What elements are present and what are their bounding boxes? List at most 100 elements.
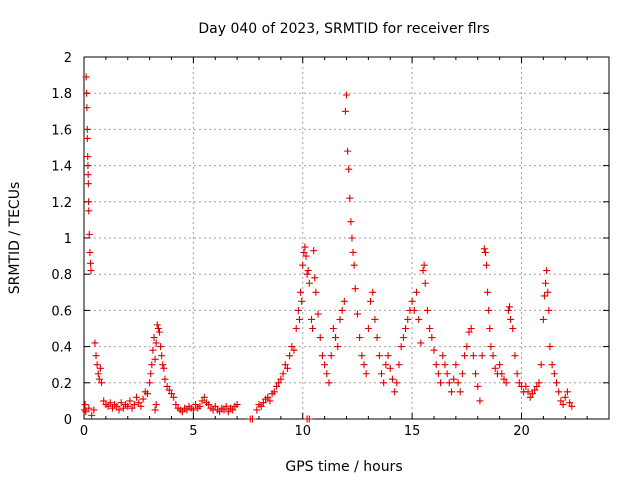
data-point: [198, 397, 206, 405]
data-point: [137, 402, 145, 410]
data-point: [178, 408, 186, 416]
data-point: [310, 247, 318, 255]
data-point: [311, 274, 319, 282]
data-point: [205, 401, 213, 409]
data-point: [500, 375, 508, 383]
data-point: [539, 315, 547, 323]
data-point: [104, 402, 112, 410]
data-point: [222, 402, 230, 410]
data-point: [87, 259, 95, 267]
data-point: [297, 288, 305, 296]
data-point: [135, 399, 143, 407]
data-point: [170, 393, 178, 401]
data-point: [344, 147, 352, 155]
data-point: [417, 339, 425, 347]
data-point: [450, 375, 458, 383]
data-point: [153, 321, 161, 329]
data-point: [168, 390, 175, 398]
data-point: [200, 393, 208, 401]
data-points: [80, 73, 576, 423]
data-point: [498, 370, 506, 378]
data-point: [441, 361, 449, 369]
data-point: [100, 397, 108, 405]
data-point: [491, 364, 499, 372]
data-point: [98, 379, 105, 387]
data-point: [388, 375, 396, 383]
data-point: [308, 315, 315, 323]
data-point: [347, 218, 355, 226]
data-point: [314, 310, 322, 318]
data-point: [553, 379, 560, 387]
data-point: [336, 315, 344, 323]
data-point: [119, 404, 127, 412]
data-point: [108, 404, 116, 412]
data-point: [371, 315, 379, 323]
data-point: [559, 401, 567, 409]
data-point: [196, 402, 204, 410]
data-point: [300, 248, 308, 256]
data-point: [152, 339, 160, 347]
data-point: [148, 361, 156, 369]
data-point: [507, 315, 515, 323]
data-point: [288, 343, 296, 351]
data-point: [350, 261, 358, 269]
data-point: [546, 343, 554, 351]
data-point: [275, 379, 283, 387]
data-point: [487, 343, 495, 351]
data-point: [94, 370, 102, 378]
data-point: [481, 248, 489, 256]
data-point: [423, 306, 431, 314]
data-point: [384, 352, 392, 360]
data-point: [150, 334, 158, 342]
data-point: [545, 306, 553, 314]
data-point: [92, 352, 100, 360]
data-point: [485, 306, 493, 314]
y-tick-label: 2: [64, 51, 72, 66]
data-point: [151, 355, 159, 363]
data-point: [513, 370, 521, 378]
x-axis-label: GPS time / hours: [285, 459, 402, 475]
data-point: [147, 370, 155, 378]
data-point: [130, 401, 138, 409]
data-point: [312, 288, 320, 296]
x-tick-label: 20: [513, 424, 530, 439]
y-tick-label: 0.4: [51, 341, 72, 356]
data-point: [305, 415, 313, 423]
data-point: [563, 388, 571, 396]
data-point: [160, 364, 168, 372]
data-point: [139, 395, 147, 403]
data-point: [270, 388, 278, 396]
data-point: [373, 334, 381, 342]
data-point: [158, 352, 166, 360]
data-point: [380, 379, 388, 387]
data-point: [467, 325, 475, 332]
data-point: [84, 162, 92, 170]
data-point: [327, 352, 335, 360]
data-point: [483, 261, 490, 269]
data-point: [96, 364, 104, 372]
data-point: [81, 401, 89, 409]
data-point: [154, 325, 162, 332]
data-point: [448, 388, 455, 396]
data-point: [502, 379, 510, 387]
data-point: [515, 379, 523, 387]
data-point: [404, 315, 412, 323]
data-point: [382, 361, 390, 369]
data-point: [472, 370, 480, 378]
data-point: [229, 406, 237, 414]
data-point: [420, 261, 428, 269]
data-point: [402, 325, 410, 332]
data-point: [386, 364, 394, 372]
y-tick-label: 1.6: [51, 123, 72, 138]
data-point: [82, 73, 90, 81]
data-point: [248, 415, 256, 423]
data-point: [113, 402, 121, 410]
data-point: [318, 352, 326, 360]
data-point: [85, 198, 93, 206]
data-point: [259, 399, 267, 407]
data-point: [486, 325, 494, 332]
data-point: [298, 297, 306, 305]
data-point: [85, 230, 93, 238]
data-point: [303, 270, 311, 278]
